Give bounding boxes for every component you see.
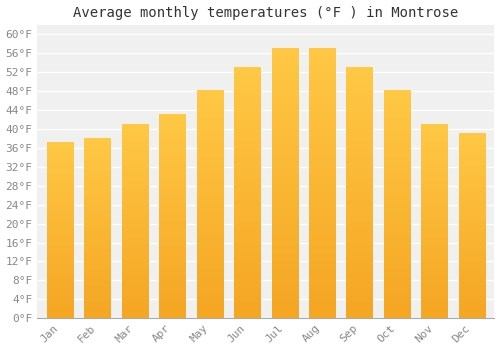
Title: Average monthly temperatures (°F ) in Montrose: Average monthly temperatures (°F ) in Mo…	[74, 6, 458, 20]
